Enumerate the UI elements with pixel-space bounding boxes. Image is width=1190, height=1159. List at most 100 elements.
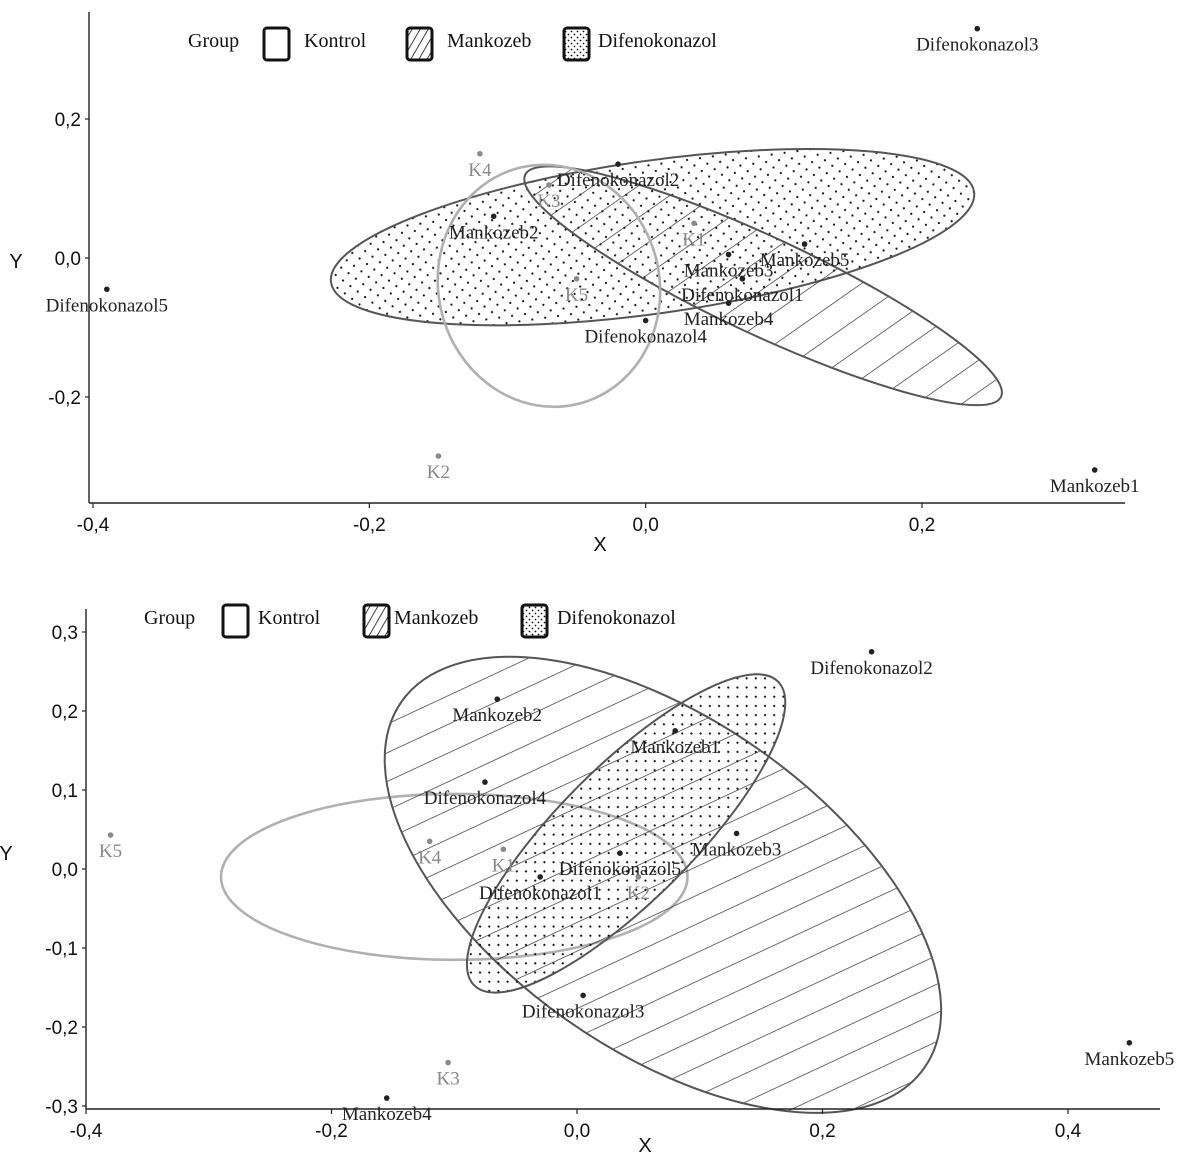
x-tick-label: 0,0 bbox=[564, 1121, 590, 1142]
x-tick-label: -0,2 bbox=[315, 1121, 348, 1142]
y-tick-label: -0,2 bbox=[45, 1018, 78, 1039]
point-label-k1: K1 bbox=[492, 855, 515, 876]
x-tick-label: 0,2 bbox=[909, 515, 935, 536]
point-difenokonazol5 bbox=[617, 850, 623, 856]
point-label-mankozeb1: Mankozeb1 bbox=[1050, 476, 1140, 497]
point-label-mankozeb3: Mankozeb3 bbox=[692, 839, 782, 860]
x-tick-label: -0,2 bbox=[353, 515, 386, 536]
point-mankozeb1 bbox=[672, 727, 678, 734]
y-tick-label: 0,2 bbox=[55, 110, 81, 131]
point-difenokonazol5 bbox=[104, 286, 110, 293]
point-k4 bbox=[426, 838, 433, 845]
point-label-mankozeb5: Mankozeb5 bbox=[760, 250, 850, 271]
point-difenokonazol3 bbox=[974, 25, 981, 32]
point-label-mankozeb5: Mankozeb5 bbox=[1085, 1049, 1175, 1070]
point-mankozeb4 bbox=[383, 1095, 390, 1101]
point-label-mankozeb4: Mankozeb4 bbox=[342, 1104, 432, 1125]
y-axis-title: Y bbox=[9, 251, 22, 273]
legend-swatch-mankozeb bbox=[405, 26, 434, 62]
x-tick-label: -0,4 bbox=[77, 515, 110, 536]
point-label-k3: K3 bbox=[436, 1069, 459, 1090]
legend-swatch-mankozeb bbox=[362, 603, 391, 639]
x-tick-label: 0,0 bbox=[632, 515, 658, 536]
ellipse-kontrol bbox=[436, 163, 662, 409]
legend-swatch-kontrol bbox=[221, 603, 250, 639]
point-label-mankozeb3: Mankozeb3 bbox=[684, 261, 774, 282]
point-mankozeb5 bbox=[1126, 1040, 1133, 1046]
ellipse-layer bbox=[329, 147, 1003, 409]
point-k3 bbox=[445, 1059, 451, 1066]
chart-panel-2: -0,4 -0,2 0,0 0,2 0,4 0,3 0,2 0,1 0,0 -0,1 -0,2 -0,… bbox=[0, 603, 1175, 1157]
point-k4 bbox=[477, 150, 483, 157]
point-label-k3: K3 bbox=[537, 191, 560, 212]
points: Difenokonazol2 Mankozeb2 Mankozeb1 Difenoko… bbox=[99, 648, 1175, 1125]
y-tick-label: -0,2 bbox=[48, 388, 81, 409]
y-tick-label: 0,3 bbox=[52, 623, 78, 644]
point-label-mankozeb4: Mankozeb4 bbox=[684, 309, 774, 330]
point-label-difenokonazol4: Difenokonazol4 bbox=[584, 327, 707, 348]
point-label-difenokonazol3: Difenokonazol3 bbox=[916, 35, 1038, 56]
legend-label-kontrol: Kontrol bbox=[258, 607, 321, 629]
point-label-difenokonazol5: Difenokonazol5 bbox=[559, 859, 681, 880]
point-label-difenokonazol4: Difenokonazol4 bbox=[424, 788, 547, 809]
point-difenokonazol2 bbox=[868, 648, 875, 655]
point-label-k4: K4 bbox=[468, 160, 492, 181]
point-label-k5: K5 bbox=[99, 841, 122, 862]
point-label-difenokonazol1: Difenokonazol1 bbox=[479, 883, 601, 904]
point-mankozeb2 bbox=[494, 696, 501, 702]
point-label-difenokonazol2: Difenokonazol2 bbox=[810, 658, 932, 679]
point-difenokonazol1 bbox=[739, 276, 746, 282]
legend: Group Kontrol Mankozeb Difenokonazol bbox=[188, 26, 717, 62]
y-tick-label: 0,2 bbox=[52, 702, 78, 723]
point-k2 bbox=[635, 874, 642, 880]
chart-panel-1: -0,4 -0,2 0,0 0,2 0,2 0,0 -0,2 X Y Group Kontrol Ma… bbox=[9, 12, 1140, 556]
legend-swatch-kontrol bbox=[262, 26, 291, 62]
point-difenokonazol2 bbox=[615, 161, 621, 167]
y-tick-label: -0,3 bbox=[45, 1097, 78, 1118]
point-mankozeb4 bbox=[725, 300, 732, 306]
legend-title: Group bbox=[144, 607, 195, 629]
x-axis-title: X bbox=[638, 1135, 651, 1157]
y-tick-label: -0,1 bbox=[45, 939, 78, 960]
legend-label-mankozeb: Mankozeb bbox=[394, 607, 478, 629]
x-tick-label: 0,4 bbox=[1055, 1121, 1082, 1142]
point-mankozeb1 bbox=[1091, 467, 1098, 473]
point-label-k4: K4 bbox=[418, 847, 442, 868]
point-mankozeb2 bbox=[490, 213, 497, 220]
point-k2 bbox=[435, 453, 442, 459]
point-mankozeb3 bbox=[733, 830, 740, 837]
point-label-k2: K2 bbox=[627, 883, 650, 904]
legend-title: Group bbox=[188, 30, 239, 52]
point-label-difenokonazol2: Difenokonazol2 bbox=[557, 170, 679, 191]
point-difenokonazol4 bbox=[642, 317, 649, 324]
point-label-mankozeb1: Mankozeb1 bbox=[630, 737, 720, 758]
point-k1 bbox=[691, 220, 697, 227]
point-difenokonazol4 bbox=[482, 779, 488, 785]
point-k5 bbox=[573, 276, 580, 282]
ellipse-layer bbox=[219, 655, 943, 1114]
legend-label-mankozeb: Mankozeb bbox=[447, 30, 531, 52]
point-label-mankozeb2: Mankozeb2 bbox=[452, 705, 542, 726]
point-mankozeb5 bbox=[801, 241, 808, 247]
point-k3 bbox=[546, 182, 552, 188]
legend-swatch-difenokonazol bbox=[562, 26, 591, 62]
point-label-k5: K5 bbox=[565, 285, 588, 306]
point-label-k2: K2 bbox=[427, 462, 450, 483]
point-k1 bbox=[500, 846, 507, 853]
legend-label-difenokonazol: Difenokonazol bbox=[557, 607, 676, 629]
y-tick-label: 0,0 bbox=[55, 249, 81, 270]
x-axis-title: X bbox=[593, 534, 606, 556]
y-axis-title: Y bbox=[0, 843, 13, 865]
point-k5 bbox=[107, 832, 114, 838]
legend: Group Kontrol Mankozeb Difenokonazol bbox=[144, 603, 676, 639]
point-label-difenokonazol3: Difenokonazol3 bbox=[522, 1001, 644, 1022]
legend-swatch-difenokonazol bbox=[520, 603, 549, 639]
y-tick-label: 0,0 bbox=[52, 860, 78, 881]
legend-label-kontrol: Kontrol bbox=[304, 30, 367, 52]
point-label-difenokonazol1: Difenokonazol1 bbox=[681, 285, 803, 306]
y-tick-label: 0,1 bbox=[52, 781, 78, 802]
point-label-mankozeb2: Mankozeb2 bbox=[449, 222, 539, 243]
point-mankozeb3 bbox=[725, 251, 732, 258]
